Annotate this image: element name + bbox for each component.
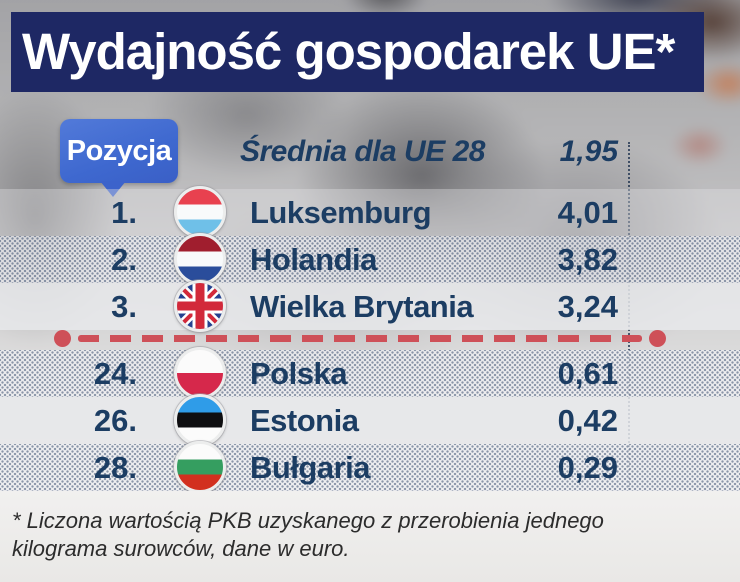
table-row-polska: 24. Polska 0,61 <box>0 347 740 399</box>
country-cell: Polska <box>250 356 347 391</box>
rank-cell: 1. <box>111 195 137 230</box>
country-cell: Wielka Brytania <box>250 289 474 324</box>
uk-flag-icon <box>174 280 226 332</box>
table-row-estonia: 26. Estonia 0,42 <box>0 394 740 446</box>
country-cell: Bułgaria <box>250 450 371 485</box>
value-cell: 0,61 <box>557 356 618 391</box>
rank-gap-divider <box>54 330 666 347</box>
country-cell: Estonia <box>250 403 359 438</box>
rank-cell: 24. <box>93 356 137 391</box>
divider-dashes <box>78 335 642 342</box>
footnote-line-2: kilograma surowców, dane w euro. <box>12 536 350 561</box>
value-cell: 3,82 <box>557 242 618 277</box>
luxembourg-flag-icon <box>174 186 226 238</box>
estonia-flag-icon <box>174 394 226 446</box>
value-cell: 0,29 <box>557 450 618 485</box>
page-title: Wydajność gospodarek UE* <box>22 23 675 80</box>
footnote-band: * Liczona wartością PKB uzyskanego z prz… <box>0 491 740 582</box>
average-value: 1,95 <box>559 135 618 168</box>
poland-flag-icon <box>174 347 226 399</box>
divider-dot-right-icon <box>649 330 666 347</box>
country-cell: Holandia <box>250 242 377 277</box>
value-cell: 0,42 <box>557 403 618 438</box>
table-row-holandia: 2. Holandia 3,82 <box>0 233 740 285</box>
rank-cell: 26. <box>93 403 137 438</box>
divider-dot-left-icon <box>54 330 71 347</box>
value-cell: 4,01 <box>557 195 618 230</box>
rank-cell: 28. <box>93 450 137 485</box>
title-bar: Wydajność gospodarek UE* <box>11 12 704 92</box>
rank-cell: 2. <box>111 242 137 277</box>
netherlands-flag-icon <box>174 233 226 285</box>
value-cell: 3,24 <box>557 289 618 324</box>
pozycja-badge-label: Pozycja <box>66 135 172 167</box>
table-row-bulgaria: 28. Bułgaria 0,29 <box>0 441 740 493</box>
pozycja-badge: Pozycja <box>60 119 178 197</box>
rank-cell: 3. <box>111 289 137 324</box>
country-cell: Luksemburg <box>250 195 432 230</box>
average-label: Średnia dla UE 28 <box>240 135 485 168</box>
table-row-luksemburg: 1. Luksemburg 4,01 <box>0 186 740 238</box>
table-row-wielka-brytania: 3. Wielka Brytania 3,24 <box>0 280 740 332</box>
bulgaria-flag-icon <box>174 441 226 493</box>
footnote-line-1: * Liczona wartością PKB uzyskanego z prz… <box>12 508 604 533</box>
